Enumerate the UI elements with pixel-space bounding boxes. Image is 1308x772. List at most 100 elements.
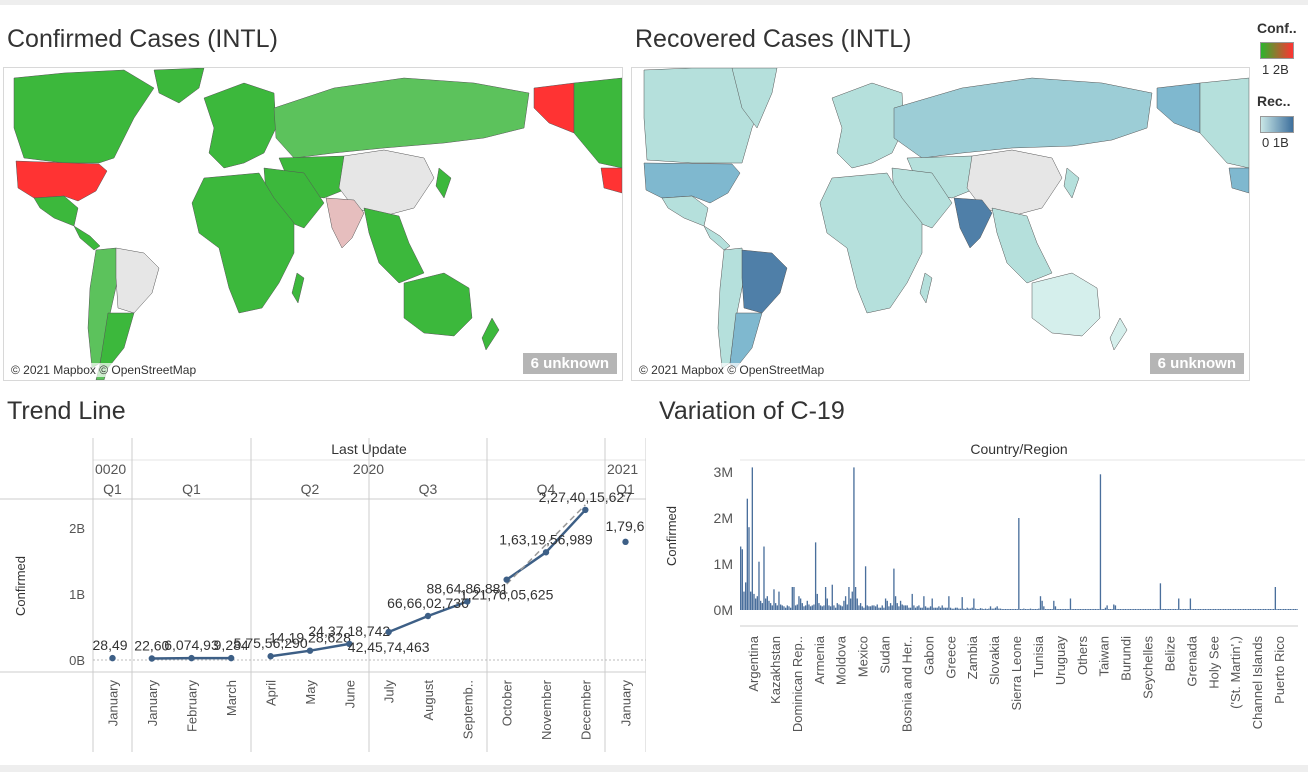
variation-bar — [1293, 609, 1295, 610]
variation-bar — [1201, 609, 1203, 610]
variation-xtick-label: Taiwan — [1097, 636, 1112, 676]
trend-month-label: April — [264, 680, 279, 706]
recovered-legend-gradient[interactable] — [1260, 116, 1294, 133]
variation-bar — [1086, 609, 1088, 610]
variation-bar — [999, 608, 1002, 610]
variation-bar — [866, 605, 868, 610]
variation-bar — [1176, 609, 1178, 610]
variation-xtick-label: Burundi — [1119, 636, 1134, 681]
variation-ytick-label: 1M — [714, 556, 733, 572]
confirmed-legend-title[interactable]: Conf.. — [1257, 20, 1297, 36]
recovered-legend-title[interactable]: Rec.. — [1257, 93, 1291, 109]
confirmed-map-canvas[interactable] — [4, 68, 622, 380]
variation-bar — [894, 596, 897, 610]
variation-bar — [1061, 609, 1063, 610]
variation-bar — [1054, 606, 1057, 610]
variation-bar — [958, 608, 960, 610]
variation-xtick-label: Dominican Rep.. — [790, 636, 805, 732]
unknown-badge[interactable]: 6 unknown — [1149, 353, 1244, 374]
map-region-usa-east — [600, 167, 622, 194]
variation-bar — [953, 608, 955, 610]
variation-bar — [1183, 609, 1185, 610]
variation-bar — [1106, 605, 1108, 610]
map-region-india — [953, 197, 993, 249]
map-region-central-america — [703, 225, 731, 251]
variation-bar — [813, 604, 815, 610]
variation-xtick-label: Bosnia and Her.. — [899, 636, 914, 732]
trend-line-segment — [270, 649, 311, 658]
variation-bar — [779, 604, 782, 610]
variation-bar — [1123, 609, 1125, 610]
recovered-map-canvas[interactable] — [632, 68, 1249, 380]
variation-bar — [968, 608, 970, 610]
variation-bar — [819, 605, 822, 610]
map-attribution[interactable]: © 2021 Mapbox © OpenStreetMap — [9, 363, 199, 377]
variation-bar — [891, 605, 893, 610]
confirmed-map[interactable]: © 2021 Mapbox © OpenStreetMap 6 unknown — [3, 67, 623, 381]
variation-bar — [1194, 609, 1197, 610]
variation-bar — [1168, 609, 1170, 610]
variation-bar — [1264, 609, 1267, 610]
variation-bar — [1148, 609, 1150, 610]
variation-bar — [834, 607, 837, 610]
variation-bar — [1259, 609, 1262, 610]
variation-bar — [1169, 609, 1172, 610]
variation-bar — [1223, 609, 1225, 610]
variation-bar — [1039, 596, 1042, 610]
map-region-brazil — [115, 247, 160, 314]
variation-bar — [1028, 609, 1030, 610]
variation-header-label: Country/Region — [970, 441, 1067, 457]
variation-xtick-label: Tunisia — [1031, 635, 1046, 677]
variation-bar — [928, 607, 930, 610]
variation-bar — [918, 605, 920, 610]
variation-bar — [939, 607, 942, 610]
recovered-map[interactable]: © 2021 Mapbox © OpenStreetMap 6 unknown — [631, 67, 1250, 381]
trend-guide-line — [506, 504, 586, 585]
variation-bar — [839, 605, 842, 610]
variation-bar — [1036, 609, 1038, 610]
variation-bar — [801, 603, 803, 610]
variation-bar — [844, 596, 847, 610]
variation-bar — [1159, 583, 1162, 610]
variation-bar — [1156, 609, 1158, 610]
trend-month-label: August — [421, 680, 436, 721]
variation-bar — [1099, 474, 1102, 610]
variation-bar — [1178, 598, 1180, 610]
variation-bar — [993, 608, 995, 610]
variation-bar — [1153, 609, 1155, 610]
variation-bar — [1196, 609, 1198, 610]
variation-bar — [994, 607, 997, 610]
variation-bar — [871, 605, 873, 610]
confirmed-legend-gradient[interactable] — [1260, 42, 1294, 59]
variation-bar — [836, 603, 838, 610]
trend-chart[interactable]: Last Update002020202021Q1Q1Q2Q3Q4Q10B1B2… — [0, 436, 647, 756]
unknown-badge[interactable]: 6 unknown — [522, 353, 617, 374]
variation-bar — [876, 604, 878, 610]
map-region-china — [338, 149, 435, 217]
variation-bar — [1174, 609, 1177, 610]
variation-chart-svg[interactable]: Country/Region 0M 1M 2M 3M Confirmed Argentina… — [660, 436, 1305, 756]
variation-bar — [1034, 609, 1037, 610]
variation-bar — [1271, 609, 1273, 610]
variation-bar — [969, 608, 972, 610]
variation-bar — [1021, 609, 1023, 610]
variation-bar — [1013, 609, 1015, 610]
variation-bar — [1119, 609, 1122, 610]
variation-xtick-label: Mexico — [856, 636, 871, 677]
variation-bar — [803, 606, 805, 610]
variation-bar — [1268, 609, 1270, 610]
variation-bar — [766, 596, 768, 610]
variation-chart[interactable]: Country/Region 0M 1M 2M 3M Confirmed Argentina… — [660, 436, 1305, 756]
map-attribution[interactable]: © 2021 Mapbox © OpenStreetMap — [637, 363, 827, 377]
trend-chart-svg[interactable]: Last Update002020202021Q1Q1Q2Q3Q4Q10B1B2… — [0, 436, 647, 756]
variation-bar — [961, 597, 963, 610]
variation-bar — [1141, 609, 1143, 610]
variation-bar — [948, 596, 950, 610]
variation-bar — [1129, 609, 1132, 610]
variation-bar — [998, 608, 1000, 610]
variation-bar — [823, 605, 825, 610]
trend-year-label: 2021 — [607, 461, 638, 477]
variation-bar — [1283, 609, 1285, 610]
variation-bar — [1079, 609, 1082, 610]
variation-bar — [1244, 609, 1247, 610]
